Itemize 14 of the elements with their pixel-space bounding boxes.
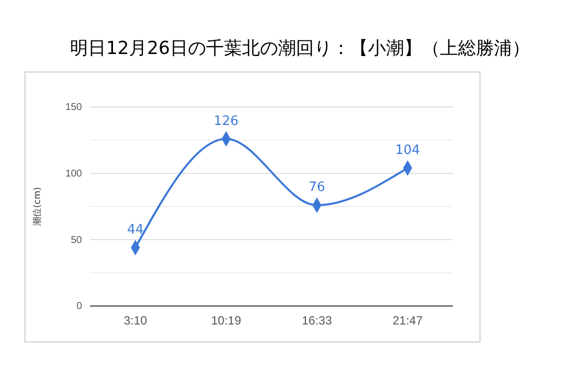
x-tick-label: 21:47 [392, 314, 423, 328]
y-tick-label: 150 [65, 102, 82, 114]
y-tick-label: 0 [76, 301, 82, 312]
chart-title: 明日12月26日の千葉北の潮回り：【小潮】（上総勝浦） [70, 38, 530, 59]
y-tick-label: 100 [65, 168, 82, 180]
data-label: 104 [395, 143, 420, 158]
y-axis-title: 潮位(cm) [32, 187, 43, 226]
y-tick-label: 50 [70, 234, 82, 246]
data-label: 76 [308, 180, 326, 196]
x-tick-label: 10:19 [211, 314, 242, 328]
data-label: 126 [214, 114, 239, 129]
x-tick-label: 3:10 [124, 314, 148, 328]
x-tick-label: 16:33 [302, 314, 332, 328]
data-label: 44 [127, 222, 144, 238]
